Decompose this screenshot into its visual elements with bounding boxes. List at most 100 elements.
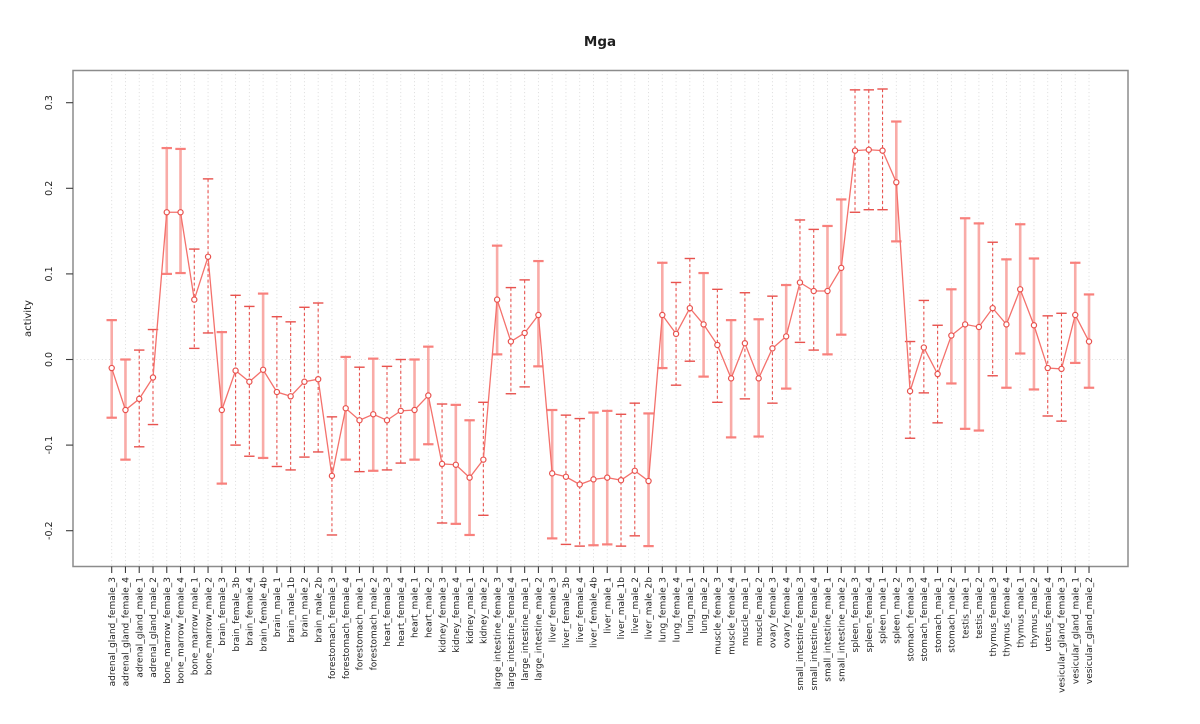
x-tick-label: large_intestine_female_3	[493, 577, 503, 689]
plot-box	[72, 69, 1129, 568]
data-point	[604, 474, 611, 481]
x-tick-label: lung_female_3	[659, 577, 669, 642]
data-point	[893, 179, 900, 186]
x-tick-label: large_intestine_male_2	[535, 577, 545, 681]
x-tick-label: thymus_male_1	[1016, 577, 1026, 648]
data-point	[273, 388, 281, 396]
x-tick-label: forestomach_male_1	[356, 577, 366, 670]
data-point	[1085, 338, 1093, 345]
y-tick-label: -0.2	[44, 521, 55, 540]
data-point	[741, 340, 749, 347]
data-point	[521, 329, 528, 337]
x-tick-label: heart_female_3	[383, 577, 393, 647]
data-point	[961, 321, 969, 328]
x-tick-label: lung_female_4	[672, 577, 682, 643]
x-tick-label: forestomach_female_3	[328, 577, 338, 679]
x-tick-label: thymus_female_4	[1003, 577, 1013, 657]
data-point	[136, 395, 143, 403]
x-tick-label: muscle_male_1	[741, 577, 751, 646]
x-tick-label: kidney_female_3	[438, 577, 448, 653]
x-tick-label: small_intestine_male_1	[824, 577, 834, 682]
data-point	[865, 146, 872, 153]
data-point	[397, 407, 404, 415]
x-tick-label: forestomach_female_4	[342, 577, 352, 679]
x-tick-label: lung_male_2	[700, 577, 710, 634]
data-point	[672, 330, 680, 338]
x-tick-label: stomach_male_2	[948, 577, 958, 653]
data-point	[383, 417, 391, 424]
data-point	[631, 467, 638, 474]
x-tick-label: muscle_female_3	[714, 577, 724, 655]
data-point	[122, 406, 129, 414]
x-tick-label: thymus_female_3	[989, 577, 999, 656]
data-point	[989, 304, 996, 312]
data-point	[177, 209, 184, 216]
x-tick-label: brain_female_4	[246, 577, 256, 646]
x-tick-label: brain_female_3	[218, 577, 228, 646]
x-tick-label: brain_male_1	[273, 577, 283, 637]
data-point	[204, 253, 212, 260]
data-point	[425, 392, 432, 399]
x-tick-label: adrenal_gland_female_4	[122, 577, 132, 687]
data-point	[1058, 365, 1065, 373]
series-line	[111, 149, 1090, 486]
x-tick-label: vesicular_gland_male_1	[1071, 577, 1081, 684]
y-tick-label: 0.0	[44, 352, 55, 367]
data-point	[259, 366, 267, 373]
x-tick-label: adrenal_gland_female_3	[108, 577, 118, 686]
x-tick-label: stomach_female_4	[920, 577, 930, 662]
x-tick-label: uterus_female_4	[1044, 577, 1054, 652]
x-tick-label: kidney_female_4	[452, 577, 462, 653]
x-tick-label: spleen_male_2	[893, 577, 903, 644]
data-point	[1003, 321, 1010, 328]
x-tick-label: brain_male_2	[301, 577, 311, 637]
y-tick-label: 0.1	[44, 266, 55, 281]
data-point	[562, 473, 570, 480]
x-tick-label: liver_male_1	[603, 577, 613, 634]
x-tick-label: large_intestine_female_4	[507, 577, 517, 690]
data-point	[590, 476, 597, 483]
x-tick-label: lung_male_1	[686, 577, 696, 634]
data-point	[714, 341, 721, 349]
x-tick-label: spleen_female_4	[865, 577, 875, 653]
data-point	[411, 406, 418, 414]
data-point	[301, 378, 308, 385]
data-point	[851, 147, 859, 154]
y-tick-label: 0.2	[44, 181, 55, 196]
data-point	[287, 393, 294, 400]
x-tick-label: vesicular_gland_male_2	[1085, 577, 1095, 684]
x-tick-label: brain_female_3b	[232, 577, 242, 652]
data-point	[879, 147, 886, 154]
x-tick-label: vesicular_gland_female_3	[1058, 577, 1068, 693]
data-point	[342, 405, 349, 412]
data-point	[975, 323, 983, 331]
x-tick-label: bone_marrow_female_4	[177, 577, 187, 684]
data-point	[659, 311, 666, 319]
x-tick-label: testis_male_2	[975, 577, 985, 639]
x-tick-label: heart_male_1	[411, 577, 421, 638]
x-tick-label: bone_marrow_male_2	[204, 577, 214, 675]
data-point	[686, 304, 694, 312]
data-point	[370, 411, 377, 418]
x-tick-label: spleen_female_3	[851, 577, 861, 652]
data-point	[218, 406, 226, 414]
data-point	[576, 481, 583, 488]
data-point	[191, 296, 198, 303]
data-point	[1044, 364, 1051, 372]
x-tick-label: liver_female_4b	[590, 577, 600, 648]
x-tick-label: brain_male_2b	[314, 577, 324, 643]
data-point	[246, 378, 253, 385]
data-point	[769, 345, 776, 352]
data-point	[727, 375, 735, 382]
data-point	[452, 461, 460, 468]
x-tick-label: liver_male_1b	[617, 577, 627, 640]
x-tick-label: stomach_male_1	[934, 577, 944, 653]
x-tick-label: liver_female_3	[548, 577, 558, 642]
x-tick-label: kidney_male_1	[466, 577, 476, 644]
x-tick-label: muscle_female_4	[727, 577, 737, 655]
x-tick-label: testis_male_1	[961, 577, 971, 639]
data-point	[232, 367, 239, 374]
x-tick-label: brain_female_4b	[259, 577, 269, 652]
x-tick-label: large_intestine_male_1	[521, 577, 531, 681]
